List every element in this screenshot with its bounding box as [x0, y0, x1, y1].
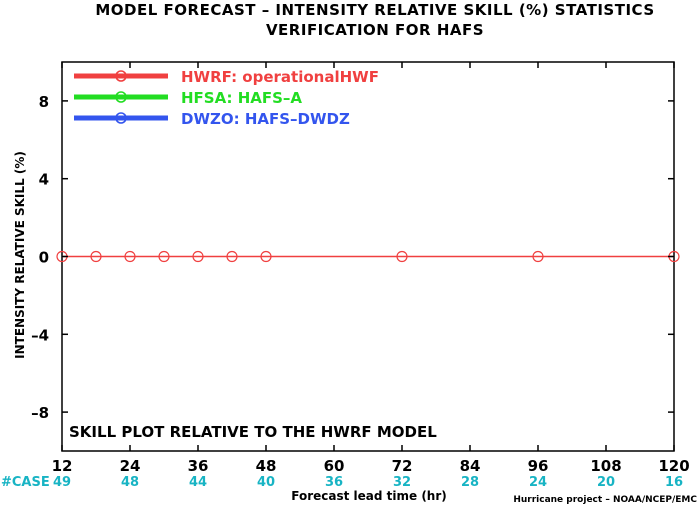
legend-swatch-marker [115, 91, 127, 103]
x-axis: 12 24 36 48 60 72 84 96 108 120 [52, 62, 690, 475]
case-count: 40 [257, 475, 275, 490]
y-axis-label: INTENSITY RELATIVE SKILL (%) [13, 151, 27, 359]
series-point [532, 250, 544, 263]
legend: HWRF: operationalHWF HFSA: HAFS–A DWZO: HA… [74, 68, 379, 128]
y-tick-label: 4 [39, 171, 49, 189]
case-count: 32 [393, 475, 411, 490]
case-count: 49 [53, 475, 71, 490]
case-count: 28 [461, 475, 479, 490]
series-point [396, 250, 408, 263]
series-point [124, 250, 136, 263]
legend-label: HFSA: HAFS–A [181, 89, 302, 107]
x-tick-label: 72 [392, 457, 413, 475]
y-tick-label: –8 [31, 404, 49, 422]
x-axis-label: Forecast lead time (hr) [291, 489, 447, 503]
y-axis: 8 4 0 –4 –8 [31, 93, 674, 422]
x-tick-label: 96 [528, 457, 549, 475]
series-point [226, 250, 238, 263]
case-row-label: #CASE [1, 475, 50, 490]
credit-text: Hurricane project – NOAA/NCEP/EMC [513, 495, 697, 505]
series-point [192, 250, 204, 263]
x-tick-label: 84 [460, 457, 481, 475]
series-point [90, 250, 102, 263]
x-tick-label: 60 [324, 457, 345, 475]
case-count: 24 [529, 475, 547, 490]
legend-swatch-marker [115, 70, 127, 82]
x-tick-label: 24 [120, 457, 141, 475]
case-count: 44 [189, 475, 207, 490]
case-count-row: #CASE 49 48 44 40 36 32 28 24 20 16 [1, 475, 683, 490]
case-count: 16 [665, 475, 683, 490]
x-tick-label: 120 [658, 457, 689, 475]
chart-title: MODEL FORECAST – INTENSITY RELATIVE SKIL… [95, 1, 654, 19]
x-tick-label: 48 [256, 457, 277, 475]
case-count: 20 [597, 475, 615, 490]
chart-subtitle: VERIFICATION FOR HAFS [266, 21, 484, 39]
x-tick-label: 36 [188, 457, 209, 475]
series-layer [56, 250, 680, 263]
x-tick-label: 12 [52, 457, 73, 475]
skill-annotation: SKILL PLOT RELATIVE TO THE HWRF MODEL [69, 423, 437, 441]
x-tick-label: 108 [590, 457, 621, 475]
case-count: 48 [121, 475, 139, 490]
y-tick-label: 8 [39, 93, 49, 111]
y-tick-label: 0 [39, 249, 49, 267]
legend-label: HWRF: operationalHWF [181, 68, 379, 86]
series-point [158, 250, 170, 263]
case-count: 36 [325, 475, 343, 490]
legend-label: DWZO: HAFS–DWDZ [181, 110, 350, 128]
series-point [260, 250, 272, 263]
y-tick-label: –4 [31, 326, 49, 344]
legend-swatch-marker [115, 112, 127, 124]
